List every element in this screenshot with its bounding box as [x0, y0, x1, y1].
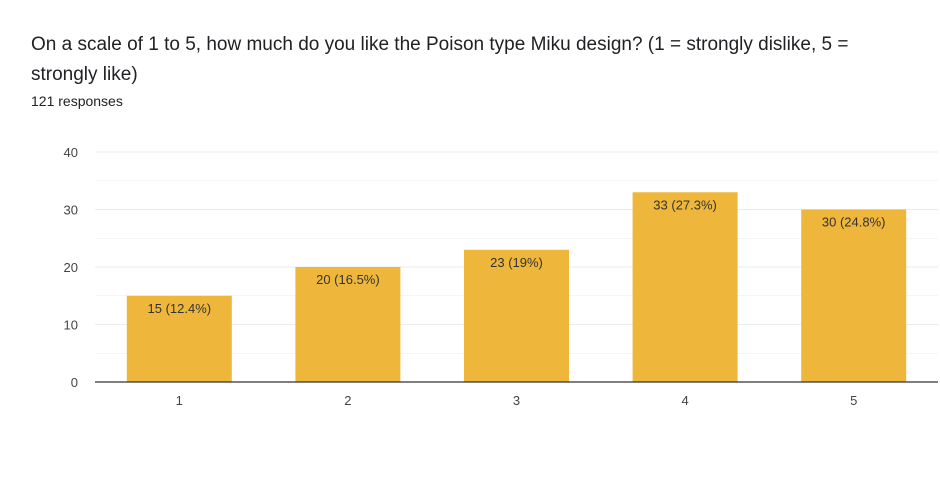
y-axis-tick-labels: 0 10 20 30 40	[64, 145, 78, 390]
x-tick-label: 4	[681, 393, 688, 408]
x-tick-label: 2	[344, 393, 351, 408]
data-label-1: 15 (12.4%)	[148, 301, 212, 316]
x-tick-label: 1	[176, 393, 183, 408]
y-tick-label: 10	[64, 318, 78, 333]
data-labels: 15 (12.4%) 20 (16.5%) 23 (19%) 33 (27.3%) 30…	[148, 197, 886, 316]
bar-4	[632, 192, 738, 382]
data-label-3: 23 (19%)	[490, 255, 543, 270]
x-tick-label: 5	[850, 393, 857, 408]
y-tick-label: 40	[64, 145, 78, 160]
data-label-5: 30 (24.8%)	[822, 215, 886, 230]
bar-3	[464, 249, 569, 382]
bars	[126, 192, 907, 382]
y-tick-label: 0	[71, 375, 78, 390]
bar-2	[295, 267, 401, 382]
y-tick-label: 30	[64, 203, 78, 218]
y-tick-label: 20	[64, 260, 78, 275]
bar-1	[126, 295, 232, 382]
x-tick-label: 3	[513, 393, 520, 408]
x-axis-tick-labels: 1 2 3 4 5	[176, 393, 858, 408]
data-label-2: 20 (16.5%)	[316, 272, 380, 287]
data-label-4: 33 (27.3%)	[653, 197, 717, 212]
question-title: On a scale of 1 to 5, how much do you li…	[31, 34, 849, 85]
response-count: 121 responses	[31, 93, 123, 109]
bar-5	[801, 209, 907, 382]
